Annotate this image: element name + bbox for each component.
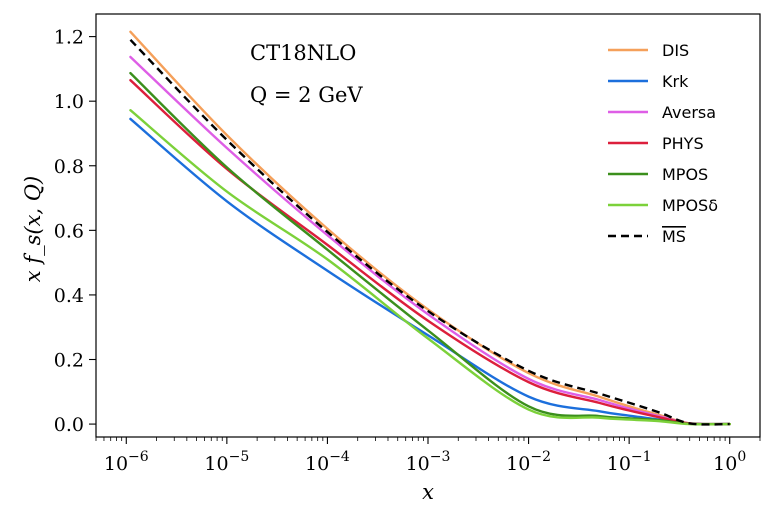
x-tick-exponent: 0 bbox=[737, 449, 746, 465]
x-tick-label: 10−2 bbox=[506, 449, 551, 475]
annotation-scale: Q = 2 GeV bbox=[250, 83, 363, 107]
plot-frame bbox=[95, 13, 761, 438]
x-tick-label: 10−3 bbox=[406, 449, 451, 475]
x-tick-exponent: −2 bbox=[530, 449, 551, 465]
x-tick-base: 10 bbox=[506, 453, 530, 475]
legend-label: MPOSδ bbox=[662, 196, 718, 215]
x-tick-base: 10 bbox=[607, 453, 631, 475]
y-axis-title: x f_s(x, Q) bbox=[21, 176, 45, 282]
legend-label: DIS bbox=[662, 41, 689, 60]
x-tick-exponent: −1 bbox=[631, 449, 652, 465]
y-tick-label: 0.4 bbox=[54, 285, 84, 307]
x-tick-base: 10 bbox=[406, 453, 430, 475]
x-tick-base: 10 bbox=[305, 453, 329, 475]
y-tick-label: 0.8 bbox=[54, 156, 84, 178]
legend-label: Krk bbox=[662, 72, 689, 91]
y-tick-label: 0.6 bbox=[54, 220, 84, 242]
x-tick-exponent: −4 bbox=[329, 449, 350, 465]
x-tick-exponent: −3 bbox=[430, 449, 451, 465]
x-tick-base: 10 bbox=[713, 453, 737, 475]
series-line-mpos- bbox=[129, 109, 731, 426]
x-tick-label: 10−4 bbox=[305, 449, 350, 475]
legend: DIS Krk Aversa PHYS MPOS MPOSδ MS bbox=[608, 41, 718, 246]
legend-label: MPOS bbox=[662, 165, 708, 184]
series-line-ms bbox=[129, 38, 730, 426]
y-tick-label: 0.2 bbox=[54, 350, 84, 372]
x-axis-title: x bbox=[422, 480, 434, 504]
x-tick-base: 10 bbox=[104, 453, 128, 475]
y-tick-label: 1.2 bbox=[54, 27, 84, 49]
legend-label: MS bbox=[662, 227, 686, 246]
series-lines bbox=[129, 30, 731, 426]
x-tick-label: 10−5 bbox=[204, 449, 249, 475]
x-tick-label: 10−6 bbox=[104, 449, 149, 475]
x-tick-label: 10−1 bbox=[607, 449, 652, 475]
x-tick-exponent: −6 bbox=[128, 449, 149, 465]
annotation-dataset: CT18NLO bbox=[250, 41, 356, 65]
x-tick-base: 10 bbox=[204, 453, 228, 475]
legend-label: PHYS bbox=[662, 134, 704, 153]
x-tick-label: 100 bbox=[713, 449, 746, 475]
y-tick-label: 0.0 bbox=[54, 414, 84, 436]
legend-label: Aversa bbox=[662, 103, 716, 122]
axis-ticks: 10−6 10−5 10−4 10−3 10−2 10−1 1000.00.20.40.60… bbox=[54, 27, 761, 475]
y-tick-label: 1.0 bbox=[54, 91, 84, 113]
x-tick-exponent: −5 bbox=[229, 449, 250, 465]
